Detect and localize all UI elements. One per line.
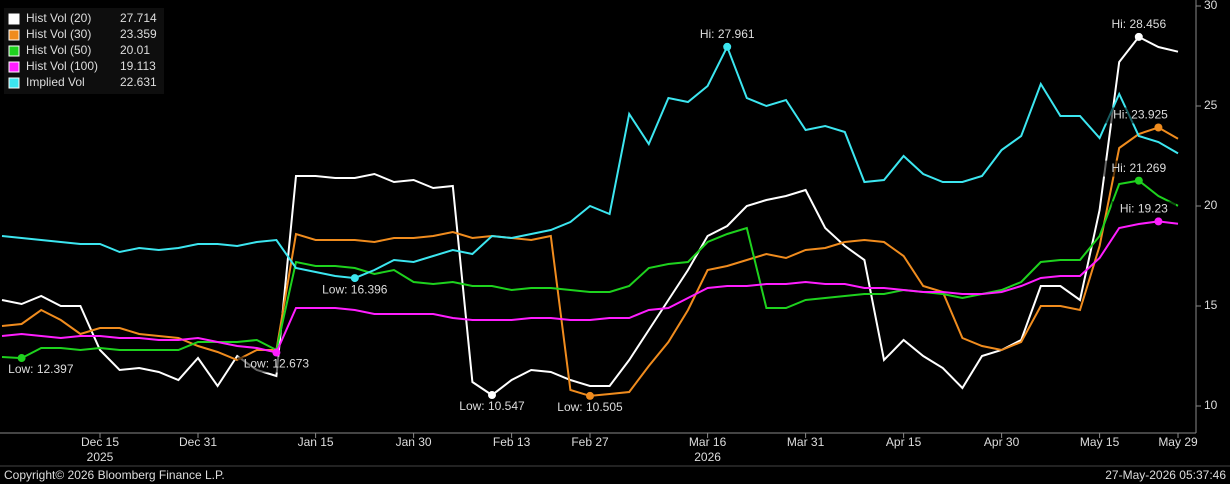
annotation-label: Hi: 27.961 <box>700 27 755 41</box>
annotation-label: Hi: 19.23 <box>1120 202 1168 216</box>
x-tick-label: May 29 <box>1158 435 1198 449</box>
legend-label: Hist Vol (20) <box>26 11 91 25</box>
legend-value: 19.113 <box>120 59 156 73</box>
extreme-marker <box>350 274 359 283</box>
annotation-label: Low: 16.396 <box>322 282 388 296</box>
extreme-marker <box>17 354 26 363</box>
y-tick-label: 10 <box>1204 398 1218 412</box>
extreme-marker <box>723 42 732 51</box>
annotation-box <box>691 26 763 43</box>
annotation-box <box>1103 160 1175 177</box>
legend-box <box>4 8 164 94</box>
annotation-label: Low: 10.505 <box>557 400 623 414</box>
annotation-box <box>1105 107 1176 124</box>
series-line <box>1 44 1179 280</box>
legend-label: Hist Vol (30) <box>26 27 91 41</box>
annotation-label: Hi: 28.456 <box>1111 17 1166 31</box>
extreme-marker <box>488 391 496 400</box>
y-tick-label: 20 <box>1204 198 1218 212</box>
legend-swatch <box>8 77 20 89</box>
y-tick-label: 25 <box>1204 98 1218 112</box>
legend-value: 27.714 <box>120 11 157 25</box>
legend-value: 20.01 <box>120 43 150 57</box>
year-label: 2026 <box>694 450 721 464</box>
legend-value: 23.359 <box>120 27 157 41</box>
legend-swatch <box>8 29 20 41</box>
x-tick-label: Mar 16 <box>689 435 727 449</box>
extreme-marker <box>272 348 281 357</box>
x-tick-label: Jan 15 <box>298 435 334 449</box>
annotation-label: Hi: 23.925 <box>1113 108 1168 122</box>
legend-value: 22.631 <box>120 75 157 89</box>
x-tick-label: Dec 15 <box>81 435 119 449</box>
extreme-marker <box>1154 217 1163 226</box>
extreme-marker <box>1154 123 1163 132</box>
x-tick-label: Mar 31 <box>787 435 825 449</box>
series-line <box>1 35 1179 397</box>
legend-label: Implied Vol <box>26 75 85 89</box>
x-tick-label: May 15 <box>1080 435 1120 449</box>
annotation-label: Low: 12.673 <box>244 357 310 371</box>
legend-swatch <box>8 45 20 57</box>
annotation-label: Hi: 21.269 <box>1111 161 1166 175</box>
timestamp: 27-May-2026 05:37:46 <box>1105 468 1226 482</box>
year-label: 2025 <box>87 450 114 464</box>
x-tick-label: Feb 27 <box>571 435 609 449</box>
annotation-label: Low: 10.547 <box>459 399 525 413</box>
annotation-box <box>551 399 629 416</box>
legend-swatch <box>8 13 20 25</box>
y-tick-label: 15 <box>1204 298 1218 312</box>
x-tick-label: Feb 13 <box>493 435 531 449</box>
annotation-box <box>1103 16 1175 33</box>
x-tick-label: Apr 15 <box>886 435 922 449</box>
series-line <box>1 220 1179 354</box>
extreme-marker <box>1134 176 1143 185</box>
annotation-box <box>453 399 531 416</box>
legend-swatch <box>8 61 20 73</box>
annotation-box <box>2 362 80 379</box>
annotation-box <box>315 282 394 299</box>
legend-label: Hist Vol (50) <box>26 43 91 57</box>
copyright: Copyright© 2026 Bloomberg Finance L.P. <box>4 468 225 482</box>
extreme-marker <box>1134 32 1143 41</box>
legend-label: Hist Vol (100) <box>26 59 98 73</box>
annotation-box <box>237 356 316 373</box>
annotation-label: Low: 12.397 <box>8 362 74 376</box>
x-tick-label: Jan 30 <box>396 435 432 449</box>
y-tick-label: 30 <box>1204 0 1218 12</box>
x-tick-label: Dec 31 <box>179 435 217 449</box>
annotation-box <box>1111 201 1176 218</box>
extreme-marker <box>586 391 594 400</box>
x-tick-label: Apr 30 <box>984 435 1020 449</box>
